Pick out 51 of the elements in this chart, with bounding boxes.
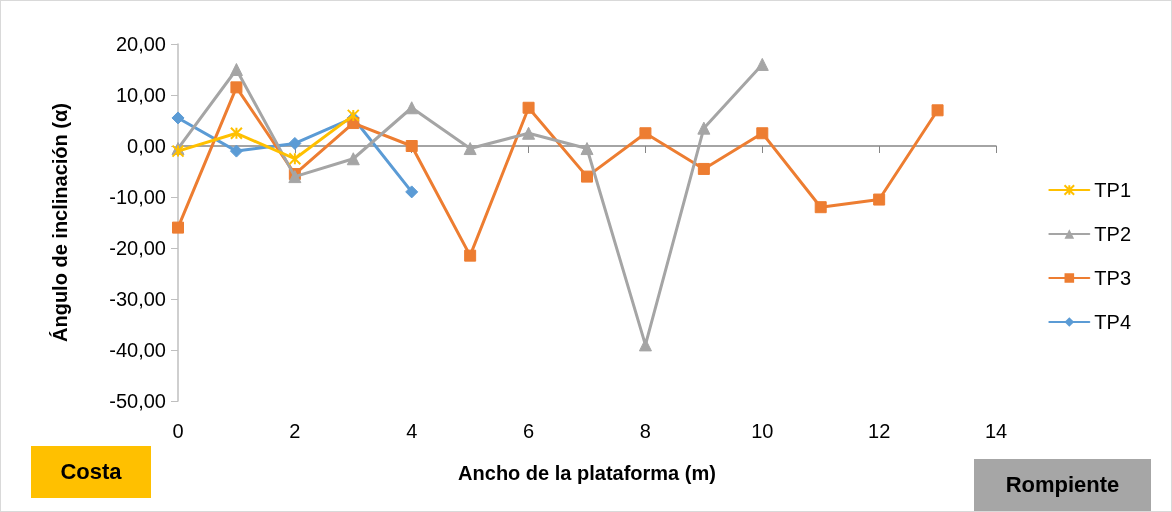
x-axis-title: Ancho de la plataforma (m)	[458, 462, 716, 484]
x-tick-label: 4	[406, 420, 418, 442]
point	[756, 127, 769, 140]
point	[405, 185, 419, 199]
point	[229, 126, 243, 140]
point	[814, 201, 827, 214]
point	[639, 127, 652, 140]
point	[873, 193, 886, 206]
point	[288, 136, 302, 150]
point	[172, 221, 184, 234]
y-tick-label: -20,00	[109, 237, 166, 259]
point	[697, 121, 711, 135]
text: Rompiente	[974, 459, 1151, 511]
point	[229, 144, 243, 158]
point	[405, 101, 419, 115]
x-tick-label: 12	[868, 420, 891, 442]
point	[755, 57, 769, 71]
point	[581, 170, 593, 183]
point	[522, 101, 535, 114]
point	[697, 162, 710, 175]
point	[229, 63, 243, 76]
x-tick-label: 10	[751, 420, 774, 442]
point	[230, 81, 243, 94]
y-tick-label: -10,00	[109, 186, 166, 208]
text: Costa	[31, 446, 151, 498]
point	[346, 152, 360, 166]
point	[638, 338, 652, 352]
y-tick-label: 0,00	[127, 135, 166, 157]
y-tick-label: -30,00	[109, 288, 166, 310]
x-tick-label: 8	[639, 420, 651, 442]
x-tick-label: 0	[172, 420, 184, 442]
point	[288, 152, 302, 166]
legend-label: TP4	[1094, 311, 1132, 333]
point	[931, 104, 944, 117]
x-tick-label: 6	[523, 420, 535, 442]
point	[464, 249, 477, 262]
legend-label: TP1	[1094, 179, 1132, 201]
point	[405, 140, 418, 152]
point	[522, 126, 536, 140]
y-tick-label: -40,00	[109, 339, 166, 361]
legend-label: TP2	[1094, 223, 1132, 245]
point	[580, 142, 594, 156]
point	[171, 111, 185, 125]
y-tick-label: -50,00	[109, 390, 166, 412]
x-tick-label: 2	[289, 420, 301, 442]
point	[463, 142, 477, 156]
legend-label: TP3	[1094, 267, 1132, 289]
x-tick-label: 14	[984, 420, 1008, 442]
y-tick-label: 20,00	[115, 33, 166, 55]
y-tick-label: 10,00	[115, 84, 166, 106]
y-axis-title: Ángulo de inclinación (α)	[49, 103, 71, 342]
